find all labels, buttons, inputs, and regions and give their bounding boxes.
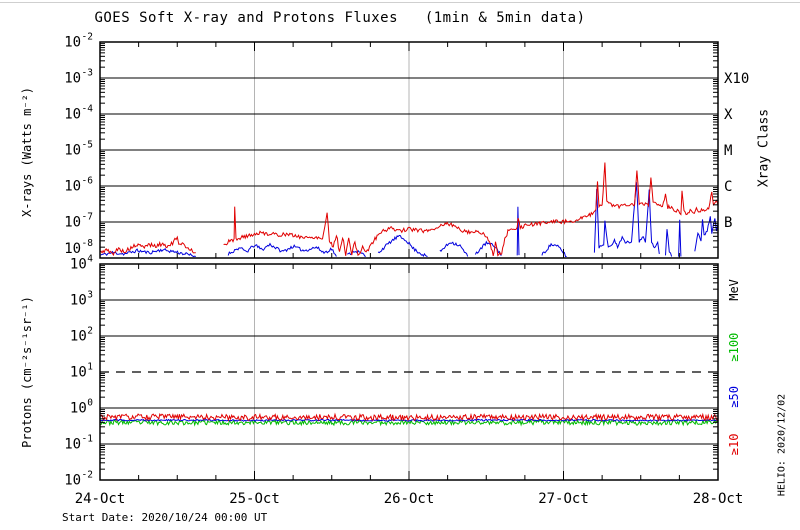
proton-axis-label: Protons (cm⁻²s⁻¹sr⁻¹) <box>20 296 34 448</box>
x-axis-date-label: 26-Oct <box>384 491 435 507</box>
top-divider <box>0 2 800 3</box>
y-tick-label: 104 <box>70 254 93 273</box>
y-tick-label: 10-2 <box>64 470 93 489</box>
y-tick-label: 100 <box>70 398 93 417</box>
y-tick-label: 10-4 <box>64 104 93 123</box>
xray-short-wavelength <box>678 219 682 257</box>
xray-class-label: M <box>724 143 732 159</box>
xray-short-wavelength <box>665 229 673 257</box>
xray-long-wavelength <box>100 235 196 257</box>
proton-threshold-label: ≥100 <box>727 333 741 362</box>
xray-short-wavelength <box>541 242 567 257</box>
mev-unit-label: MeV <box>727 279 741 301</box>
xray-long-wavelength <box>223 162 718 257</box>
proton-threshold-label: ≥10 <box>727 434 741 456</box>
x-axis-date-label: 24-Oct <box>75 491 126 507</box>
xray-class-label: C <box>724 179 732 195</box>
helio-watermark: HELIO: 2020/12/02 <box>776 393 788 497</box>
xray-short-wavelength <box>347 249 366 257</box>
xray-short-wavelength <box>516 206 520 256</box>
y-tick-label: 10-7 <box>64 212 93 231</box>
xray-class-label: B <box>724 215 732 231</box>
protons-ge50MeV <box>100 418 718 422</box>
y-tick-label: 102 <box>70 326 93 345</box>
protons-ge10MeV <box>100 412 718 422</box>
xray-short-wavelength <box>439 241 469 257</box>
xray-short-wavelength <box>227 242 337 257</box>
xray-short-wavelength <box>377 234 428 257</box>
y-tick-label: 10-1 <box>64 434 93 453</box>
y-tick-label: 10-2 <box>64 32 93 51</box>
y-tick-label: 10-5 <box>64 140 93 159</box>
y-tick-label: 10-8 <box>64 238 93 257</box>
xray-class-label: X <box>724 107 733 123</box>
xray-axis-label: X-rays (Watts m⁻²) <box>20 86 34 218</box>
panel-protons: 104 103 102 101 100 10-1 10-2 MeV ≥100 ≥50 ≥10 24-O… <box>64 254 743 508</box>
y-tick-label: 10-6 <box>64 176 93 195</box>
y-tick-label: 101 <box>70 362 93 381</box>
x-axis-date-label: 27-Oct <box>538 491 589 507</box>
y-tick-label: 103 <box>70 290 93 309</box>
proton-threshold-label: ≥50 <box>727 386 741 408</box>
xray-short-wavelength <box>694 216 718 252</box>
y-tick-label: 10-3 <box>64 68 93 87</box>
xray-class-axis-title: Xray Class <box>756 108 772 188</box>
x-axis-date-label: 28-Oct <box>693 491 744 507</box>
xray-class-label: X10 <box>724 71 749 87</box>
x-axis-date-label: 25-Oct <box>229 491 280 507</box>
xray-short-wavelength <box>100 247 196 258</box>
chart-title: GOES Soft X-ray and Protons Fluxes (1min… <box>94 10 586 26</box>
start-date-label: Start Date: 2020/10/24 00:00 UT <box>62 511 268 524</box>
panel-xray: 10-2 10-3 10-4 10-5 10-6 10-7 10-8 X10 X M C B <box>64 32 749 259</box>
